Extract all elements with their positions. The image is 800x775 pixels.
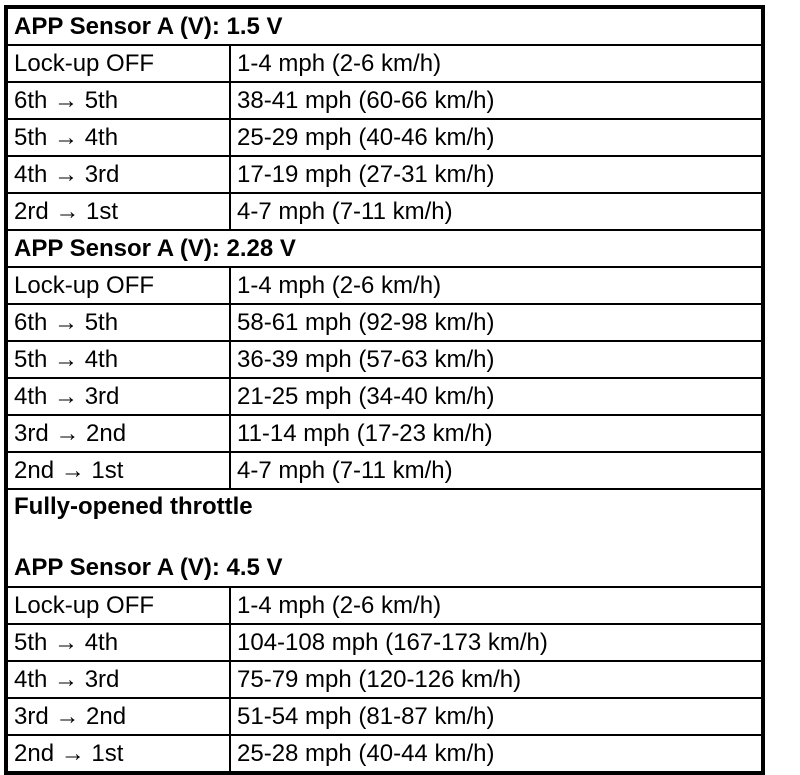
table-row: 4th → 3rd 75-79 mph (120-126 km/h) <box>8 662 761 699</box>
condition-cell: 2nd → 1st <box>8 453 231 488</box>
shift-speed-table: APP Sensor A (V): 1.5 V Lock-up OFF 1-4 … <box>4 5 765 775</box>
speed-cell: 58-61 mph (92-98 km/h) <box>237 309 495 336</box>
condition-cell: 3rd → 2nd <box>8 699 231 734</box>
speed-cell: 38-41 mph (60-66 km/h) <box>237 87 495 114</box>
throttle-label: Fully-opened throttle <box>14 493 253 520</box>
condition-cell: 2rd → 1st <box>8 194 231 229</box>
condition-cell: Lock-up OFF <box>8 588 231 623</box>
section-header-app-sensor-1-5v: APP Sensor A (V): 1.5 V <box>8 9 761 46</box>
speed-cell: 1-4 mph (2-6 km/h) <box>237 592 442 619</box>
speed-cell: 1-4 mph (2-6 km/h) <box>237 50 442 77</box>
table-row: 3rd → 2nd 11-14 mph (17-23 km/h) <box>8 416 761 453</box>
table-row: 5th → 4th 104-108 mph (167-173 km/h) <box>8 625 761 662</box>
condition-cell: 5th → 4th <box>8 120 231 155</box>
table-row: 4th → 3rd 21-25 mph (34-40 km/h) <box>8 379 761 416</box>
speed-cell: 11-14 mph (17-23 km/h) <box>237 420 493 447</box>
table-row: 2nd → 1st 4-7 mph (7-11 km/h) <box>8 453 761 490</box>
condition-cell: 5th → 4th <box>8 342 231 377</box>
table-row: 6th → 5th 58-61 mph (92-98 km/h) <box>8 305 761 342</box>
table-row: Lock-up OFF 1-4 mph (2-6 km/h) <box>8 46 761 83</box>
condition-cell: 2nd → 1st <box>8 736 231 771</box>
section-header-app-sensor-2-28v: APP Sensor A (V): 2.28 V <box>8 231 761 268</box>
table-row: Lock-up OFF 1-4 mph (2-6 km/h) <box>8 268 761 305</box>
table-row: 5th → 4th 36-39 mph (57-63 km/h) <box>8 342 761 379</box>
condition-cell: 4th → 3rd <box>8 662 231 697</box>
speed-cell: 25-28 mph (40-44 km/h) <box>237 740 495 767</box>
speed-cell: 104-108 mph (167-173 km/h) <box>237 629 548 656</box>
app-sensor-4-5v-label: APP Sensor A (V): 4.5 V <box>14 554 283 581</box>
speed-cell: 17-19 mph (27-31 km/h) <box>237 161 495 188</box>
table-row: 5th → 4th 25-29 mph (40-46 km/h) <box>8 120 761 157</box>
table-row: 2rd → 1st 4-7 mph (7-11 km/h) <box>8 194 761 231</box>
condition-cell: 6th → 5th <box>8 305 231 340</box>
condition-cell: Lock-up OFF <box>8 46 231 81</box>
table-row: 2nd → 1st 25-28 mph (40-44 km/h) <box>8 736 761 771</box>
table-row: 3rd → 2nd 51-54 mph (81-87 km/h) <box>8 699 761 736</box>
condition-cell: 4th → 3rd <box>8 379 231 414</box>
speed-cell: 51-54 mph (81-87 km/h) <box>237 703 495 730</box>
section-header-fully-opened-throttle: Fully-opened throttle APP Sensor A (V): … <box>8 490 761 588</box>
speed-cell: 21-25 mph (34-40 km/h) <box>237 383 495 410</box>
condition-cell: 5th → 4th <box>8 625 231 660</box>
speed-cell: 4-7 mph (7-11 km/h) <box>237 457 453 484</box>
table-row: 6th → 5th 38-41 mph (60-66 km/h) <box>8 83 761 120</box>
condition-cell: 4th → 3rd <box>8 157 231 192</box>
speed-cell: 25-29 mph (40-46 km/h) <box>237 124 495 151</box>
speed-cell: 75-79 mph (120-126 km/h) <box>237 666 522 693</box>
speed-cell: 1-4 mph (2-6 km/h) <box>237 272 442 299</box>
speed-cell: 4-7 mph (7-11 km/h) <box>237 198 453 225</box>
speed-cell: 36-39 mph (57-63 km/h) <box>237 346 495 373</box>
condition-cell: 6th → 5th <box>8 83 231 118</box>
table-row: Lock-up OFF 1-4 mph (2-6 km/h) <box>8 588 761 625</box>
condition-cell: Lock-up OFF <box>8 268 231 303</box>
condition-cell: 3rd → 2nd <box>8 416 231 451</box>
table-row: 4th → 3rd 17-19 mph (27-31 km/h) <box>8 157 761 194</box>
